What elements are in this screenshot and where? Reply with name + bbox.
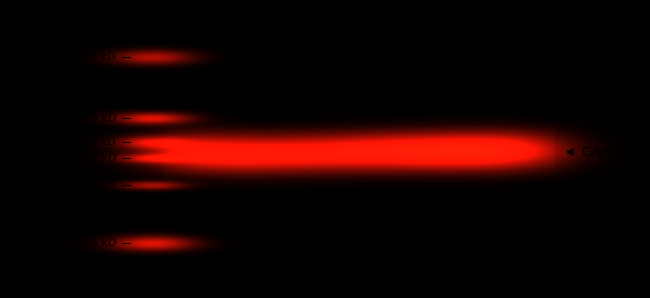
Text: 293T: 293T xyxy=(190,0,220,14)
Text: 100 kD: 100 kD xyxy=(77,52,116,62)
Text: 35 kD: 35 kD xyxy=(83,153,116,163)
Text: C2C12: C2C12 xyxy=(462,0,499,14)
Text: A431: A431 xyxy=(300,0,331,14)
Text: 40 kD: 40 kD xyxy=(83,137,116,147)
Text: 15 kD: 15 kD xyxy=(83,238,116,248)
Text: 25 kD: 25 kD xyxy=(83,180,116,190)
Text: GAPDH: GAPDH xyxy=(581,145,629,159)
Text: HeLa: HeLa xyxy=(245,0,275,14)
Text: COS7: COS7 xyxy=(410,0,442,14)
Text: U2OS: U2OS xyxy=(355,0,387,14)
Text: 55 kD: 55 kD xyxy=(83,113,116,123)
Bar xyxy=(125,18,555,278)
Text: NRK: NRK xyxy=(515,0,541,14)
